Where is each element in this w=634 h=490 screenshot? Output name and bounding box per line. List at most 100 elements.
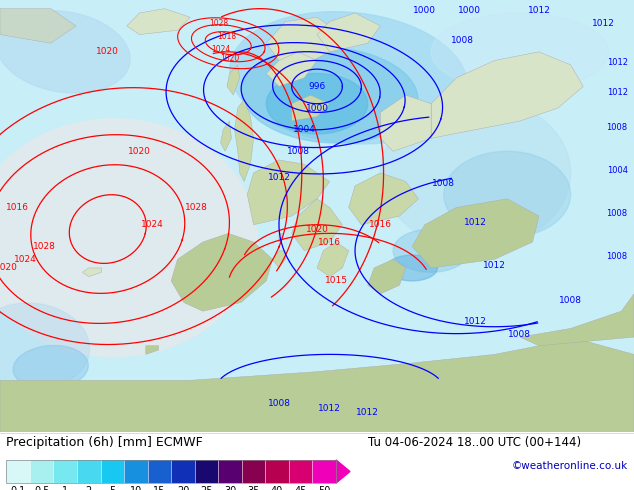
- Text: 1024: 1024: [211, 45, 230, 54]
- Text: ©weatheronline.co.uk: ©weatheronline.co.uk: [512, 461, 628, 471]
- Ellipse shape: [230, 12, 468, 144]
- Text: 1008: 1008: [508, 330, 531, 339]
- Bar: [6, 460, 336, 483]
- Text: 1012: 1012: [607, 58, 628, 67]
- Text: 1012: 1012: [268, 172, 290, 182]
- Text: 1016: 1016: [369, 220, 392, 229]
- Ellipse shape: [0, 11, 130, 93]
- Text: 1: 1: [62, 486, 68, 490]
- Text: 1008: 1008: [268, 399, 290, 408]
- Ellipse shape: [444, 151, 571, 238]
- Text: Precipitation (6h) [mm] ECMWF: Precipitation (6h) [mm] ECMWF: [6, 436, 203, 449]
- Polygon shape: [292, 95, 330, 121]
- Text: 1016: 1016: [318, 238, 341, 246]
- Text: 1012: 1012: [356, 408, 379, 417]
- Bar: [148, 460, 171, 483]
- Ellipse shape: [242, 47, 418, 143]
- Text: 0.1: 0.1: [11, 486, 26, 490]
- Text: 1008: 1008: [287, 147, 309, 156]
- Text: 1020: 1020: [220, 53, 239, 63]
- Text: 40: 40: [271, 486, 283, 490]
- Text: 1000: 1000: [458, 6, 481, 15]
- Text: 1016: 1016: [6, 203, 29, 212]
- Bar: [124, 460, 148, 483]
- Text: 1018: 1018: [217, 32, 236, 41]
- Text: 1008: 1008: [451, 36, 474, 45]
- Polygon shape: [279, 233, 282, 242]
- Bar: [30, 460, 53, 483]
- Text: 1008: 1008: [607, 209, 628, 218]
- Bar: [218, 460, 242, 483]
- Polygon shape: [292, 199, 342, 251]
- Text: 1028: 1028: [33, 242, 56, 251]
- Ellipse shape: [0, 303, 89, 389]
- Ellipse shape: [0, 119, 257, 357]
- Text: 15: 15: [153, 486, 165, 490]
- Bar: [53, 460, 77, 483]
- Text: 2: 2: [86, 486, 92, 490]
- Text: 1012: 1012: [527, 6, 550, 15]
- Text: 35: 35: [247, 486, 260, 490]
- Polygon shape: [349, 173, 418, 225]
- Text: 1020: 1020: [306, 224, 328, 234]
- Ellipse shape: [266, 74, 368, 134]
- Polygon shape: [368, 259, 406, 294]
- Text: 1012: 1012: [592, 19, 615, 28]
- Text: 30: 30: [224, 486, 236, 490]
- Ellipse shape: [393, 229, 469, 272]
- Text: 1012: 1012: [464, 218, 487, 227]
- Text: 25: 25: [200, 486, 213, 490]
- Text: 1000: 1000: [413, 6, 436, 15]
- Text: 1012: 1012: [607, 88, 628, 97]
- Polygon shape: [227, 65, 240, 95]
- Text: 1004: 1004: [607, 166, 628, 175]
- Bar: [195, 460, 218, 483]
- Text: 1020: 1020: [128, 147, 151, 156]
- Text: 5: 5: [109, 486, 115, 490]
- Text: 0.5: 0.5: [34, 486, 49, 490]
- Polygon shape: [235, 99, 254, 181]
- Polygon shape: [520, 294, 634, 346]
- Polygon shape: [273, 251, 285, 268]
- Text: 996: 996: [308, 82, 326, 91]
- Bar: [6, 460, 30, 483]
- Polygon shape: [0, 337, 634, 432]
- Polygon shape: [247, 160, 330, 225]
- Polygon shape: [127, 9, 190, 35]
- Polygon shape: [412, 199, 539, 268]
- Ellipse shape: [387, 255, 437, 281]
- Polygon shape: [317, 13, 380, 52]
- Text: 1012: 1012: [318, 404, 341, 413]
- Text: 1020: 1020: [0, 264, 18, 272]
- Text: 1008: 1008: [559, 295, 582, 304]
- Text: 1008: 1008: [607, 252, 628, 261]
- Text: 1024: 1024: [14, 255, 37, 264]
- Text: 1024: 1024: [141, 220, 164, 229]
- Text: 1028: 1028: [185, 203, 208, 212]
- Text: 1000: 1000: [306, 103, 328, 113]
- Text: 1008: 1008: [607, 122, 628, 132]
- Bar: [289, 460, 313, 483]
- Text: 1028: 1028: [209, 19, 228, 28]
- Bar: [171, 460, 195, 483]
- Ellipse shape: [380, 97, 571, 248]
- Text: 45: 45: [295, 486, 307, 490]
- Polygon shape: [266, 52, 317, 86]
- Bar: [313, 460, 336, 483]
- Polygon shape: [146, 346, 158, 354]
- Text: 20: 20: [177, 486, 189, 490]
- Polygon shape: [0, 9, 76, 43]
- Polygon shape: [82, 268, 101, 276]
- Polygon shape: [317, 242, 349, 276]
- Text: 1008: 1008: [432, 179, 455, 188]
- Text: 1020: 1020: [96, 48, 119, 56]
- Polygon shape: [266, 17, 342, 65]
- Bar: [266, 460, 289, 483]
- Polygon shape: [336, 460, 350, 483]
- Text: 10: 10: [130, 486, 142, 490]
- Polygon shape: [171, 233, 273, 311]
- Bar: [242, 460, 266, 483]
- Bar: [77, 460, 101, 483]
- Text: 1015: 1015: [325, 276, 347, 285]
- Text: 1012: 1012: [483, 261, 506, 270]
